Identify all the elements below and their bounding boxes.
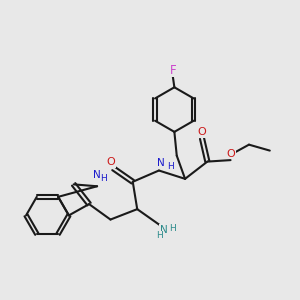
Text: O: O [226, 148, 235, 159]
Text: F: F [169, 64, 176, 76]
Text: ─: ─ [169, 231, 173, 237]
Text: N: N [160, 225, 168, 235]
Text: H: H [100, 174, 107, 183]
Text: H: H [169, 224, 176, 233]
Text: O: O [198, 128, 206, 137]
Text: H: H [167, 161, 174, 170]
Text: O: O [106, 157, 115, 167]
Text: N: N [93, 170, 101, 180]
Text: H: H [156, 231, 163, 240]
Text: N: N [158, 158, 165, 168]
